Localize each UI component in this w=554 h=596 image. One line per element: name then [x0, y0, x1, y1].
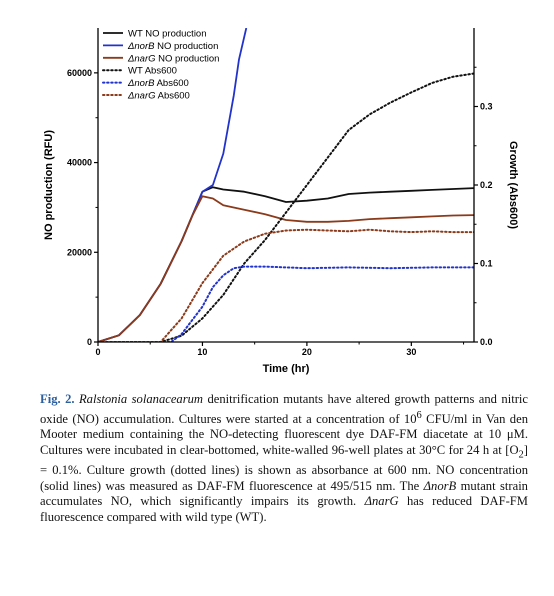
y-axis-title: NO production (RFU) — [43, 130, 55, 240]
caption-text-1: denitrification mutants have altered gro… — [40, 392, 528, 426]
y2-tick-label: 0.3 — [480, 102, 493, 112]
caption-norb: ΔnorB — [423, 478, 457, 493]
caption-text-4: mutant strain accumulates NO, which sign… — [40, 478, 528, 509]
x-axis-title: Time (hr) — [263, 363, 310, 375]
series-line-2 — [98, 195, 474, 342]
caption-sub: 2 — [518, 449, 524, 461]
y-tick-label: 40000 — [67, 158, 92, 168]
caption-text-2: CFU/ml in Van den Mooter medium containi… — [40, 411, 528, 457]
y-tick-label: 60000 — [67, 68, 92, 78]
caption-text-5: has reduced DAF-FM fluorescence compared… — [40, 494, 528, 524]
y2-tick-label: 0.2 — [480, 180, 493, 190]
chart: 0 10 20 30 0 20000 40000 60000 0.0 0.1 0.2 0.3 WT N… — [43, 28, 519, 375]
y2-axis-title: Growth (Abs600) — [507, 141, 519, 229]
x-tick-label: 20 — [302, 347, 312, 357]
caption-sup: 6 — [416, 409, 422, 421]
legend-label-2: ΔnarG NO production — [127, 53, 219, 64]
figure-caption: Fig. 2. Ralstonia solanacearum denitrifi… — [40, 392, 528, 525]
series-line-3 — [98, 72, 474, 342]
series-line-0 — [98, 186, 474, 342]
series-line-5 — [98, 228, 474, 342]
x-tick-label: 0 — [95, 347, 100, 357]
caption-species: Ralstonia solanacearum — [78, 392, 204, 406]
legend-label-0: WT NO production — [128, 29, 207, 40]
axes-layer: 0 10 20 30 0 20000 40000 60000 0.0 0.1 0.2 0.3 — [67, 28, 493, 357]
legend-label-1: ΔnorB NO production — [127, 41, 218, 52]
series-line-4 — [98, 265, 474, 342]
series-layer — [98, 28, 474, 342]
y-tick-label: 20000 — [67, 247, 92, 257]
caption-text-3: ] = 0.1%. Culture growth (dotted lines) … — [40, 442, 528, 493]
figure-label: Fig. 2. — [40, 392, 75, 406]
legend-label-3: WT Abs600 — [128, 66, 177, 77]
y-tick-label: 0 — [87, 337, 92, 347]
legend-label-5: ΔnarG Abs600 — [127, 91, 190, 102]
x-tick-label: 30 — [406, 347, 416, 357]
y2-tick-label: 0.0 — [480, 337, 493, 347]
caption-narg: ΔnarG — [364, 494, 399, 509]
y2-tick-label: 0.1 — [480, 259, 493, 269]
x-tick-label: 10 — [197, 347, 207, 357]
legend-label-4: ΔnorB Abs600 — [127, 78, 189, 89]
